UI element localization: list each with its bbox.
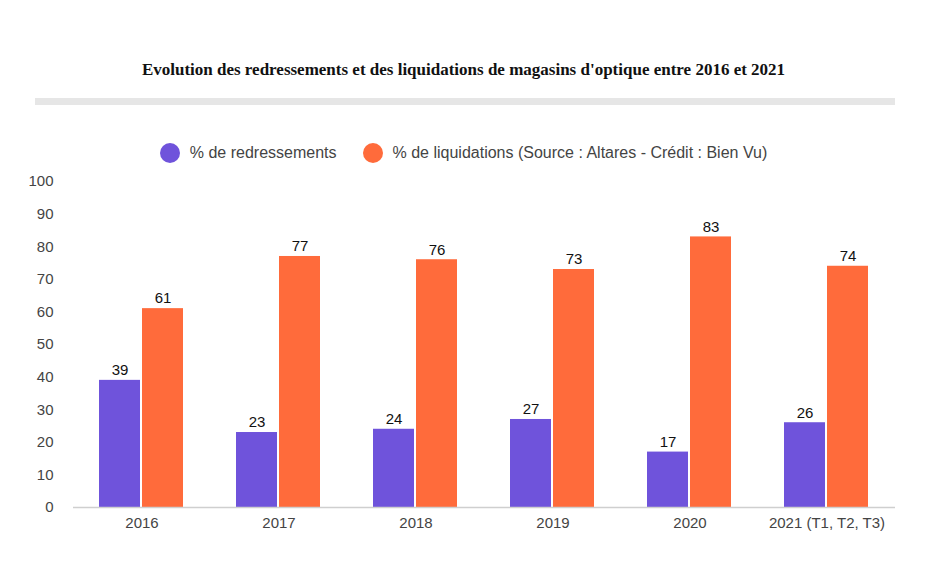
svg-text:76: 76 bbox=[429, 241, 446, 258]
html-text:Evolution des redressements et: Evolution des redressements et des liqui… bbox=[141, 60, 786, 79]
svg-text:17: 17 bbox=[660, 433, 677, 450]
svg-text:0: 0 bbox=[45, 498, 53, 515]
html-text:% de liquidations (Source : Al: % de liquidations (Source : Altares - Cr… bbox=[392, 144, 768, 161]
svg-text:20: 20 bbox=[37, 433, 54, 450]
svg-text:24: 24 bbox=[386, 410, 403, 427]
svg-text:2017: 2017 bbox=[262, 514, 295, 531]
svg-text:80: 80 bbox=[37, 238, 54, 255]
svg-text:2018: 2018 bbox=[399, 514, 432, 531]
svg-text:73: 73 bbox=[566, 250, 583, 267]
svg-text:50: 50 bbox=[37, 335, 54, 352]
svg-text:2020: 2020 bbox=[673, 514, 706, 531]
svg-text:100: 100 bbox=[28, 172, 53, 189]
svg-text:77: 77 bbox=[292, 237, 309, 254]
svg-text:2021 (T1, T2, T3): 2021 (T1, T2, T3) bbox=[769, 514, 885, 531]
svg-text:26: 26 bbox=[797, 404, 814, 421]
svg-text:23: 23 bbox=[249, 413, 266, 430]
svg-text:2016: 2016 bbox=[125, 514, 158, 531]
svg-text:60: 60 bbox=[37, 303, 54, 320]
svg-text:90: 90 bbox=[37, 205, 54, 222]
svg-text:40: 40 bbox=[37, 368, 54, 385]
svg-text:83: 83 bbox=[703, 218, 720, 235]
svg-text:39: 39 bbox=[112, 361, 129, 378]
html-text:% de redressements: % de redressements bbox=[189, 144, 337, 161]
svg-text:2019: 2019 bbox=[536, 514, 569, 531]
svg-text:27: 27 bbox=[523, 400, 540, 417]
svg-text:61: 61 bbox=[155, 289, 172, 306]
svg-text:10: 10 bbox=[37, 466, 54, 483]
svg-text:70: 70 bbox=[37, 270, 54, 287]
svg-text:74: 74 bbox=[840, 247, 857, 264]
svg-text:30: 30 bbox=[37, 401, 54, 418]
